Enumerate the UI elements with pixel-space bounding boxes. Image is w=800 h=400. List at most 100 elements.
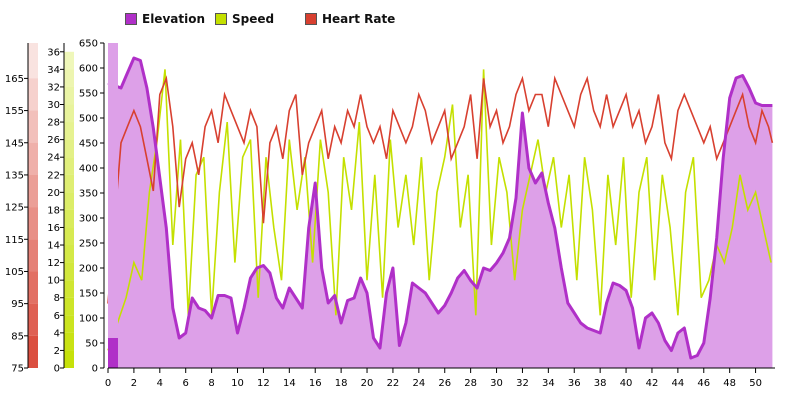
x-tick-label: 24 [412,378,425,389]
heart-rate-tick-label: 165 [5,74,24,85]
legend-item-speed: Speed [215,12,274,26]
speed-tick-label: 6 [54,311,60,322]
elevation-tick-label: 600 [79,64,98,75]
elevation-tick-label: 200 [79,264,98,275]
speed-axis-gradient-band [64,332,74,351]
speed-axis-gradient-band [64,209,74,228]
speed-tick-label: 28 [47,118,60,129]
speed-tick-label: 4 [54,328,60,339]
x-tick-label: 30 [490,378,503,389]
elevation-tick-label: 550 [79,89,98,100]
speed-axis-gradient-band [64,174,74,193]
speed-tick-label: 22 [47,170,60,181]
x-tick-label: 14 [283,378,296,389]
x-tick-label: 40 [620,378,633,389]
speed-tick-label: 34 [47,65,60,76]
speed-tick-label: 2 [54,346,60,357]
elevation-tick-label: 0 [92,364,98,375]
heart-rate-axis-gradient-band [28,142,38,175]
elevation-tick-label: 300 [79,214,98,225]
legend-label: Heart Rate [322,12,396,26]
x-tick-label: 48 [723,378,736,389]
x-tick-label: 2 [131,378,137,389]
x-tick-label: 26 [438,378,451,389]
speed-tick-label: 0 [54,364,60,375]
heart-rate-axis-gradient-band [28,207,38,240]
elevation-tick-label: 150 [79,289,98,300]
elevation-tick-label: 500 [79,114,98,125]
heart-rate-tick-label: 95 [11,299,24,310]
x-tick-label: 36 [568,378,581,389]
speed-axis-gradient-band [64,227,74,246]
speed-axis-gradient-band [64,297,74,316]
heart-rate-axis-gradient-band [28,335,38,368]
heart-rate-tick-label: 135 [5,170,24,181]
speed-axis-gradient-band [64,280,74,298]
x-tick-label: 4 [157,378,163,389]
heart-rate-tick-label: 125 [5,203,24,214]
speed-tick-label: 20 [47,188,60,199]
x-tick-label: 12 [257,378,270,389]
x-tick-label: 16 [309,378,322,389]
heart-rate-axis-gradient-band [28,78,38,111]
legend-swatch [215,13,227,25]
speed-tick-label: 24 [47,153,60,164]
speed-tick-label: 18 [47,205,60,216]
speed-axis-gradient-band [64,69,74,87]
legend-label: Elevation [142,12,206,26]
heart-rate-tick-label: 75 [11,364,24,375]
x-tick-label: 10 [231,378,244,389]
speed-tick-label: 30 [47,100,60,111]
x-tick-label: 32 [516,378,529,389]
x-tick-label: 18 [335,378,348,389]
x-tick-label: 6 [183,378,189,389]
heart-rate-tick-label: 145 [5,138,24,149]
x-tick-label: 50 [749,378,762,389]
speed-axis-gradient-band [64,350,74,368]
heart-rate-axis-gradient-band [28,174,38,208]
speed-tick-label: 10 [47,276,60,287]
x-tick-label: 20 [361,378,374,389]
elevation-tick-label: 100 [79,314,98,325]
x-tick-label: 8 [208,378,214,389]
elevation-axis-strip [108,43,118,368]
x-tick-label: 28 [464,378,477,389]
elevation-tick-label: 250 [79,239,98,250]
legend-swatch [125,13,137,25]
speed-axis-gradient-band [64,262,74,281]
heart-rate-axis-gradient-band [28,239,38,272]
speed-axis-gradient-band [64,245,74,263]
heart-rate-tick-label: 85 [11,331,24,342]
x-tick-label: 44 [671,378,684,389]
speed-tick-label: 14 [47,241,60,252]
x-tick-label: 42 [646,378,659,389]
elevation-tick-label: 650 [79,39,98,50]
legend-swatch [305,13,317,25]
elevation-tick-label: 350 [79,189,98,200]
heart-rate-tick-label: 105 [5,267,24,278]
legend-item-heart-rate: Heart Rate [305,12,395,26]
speed-tick-label: 12 [47,258,60,269]
elevation-tick-label: 50 [85,339,98,350]
speed-axis-gradient-band [64,139,74,158]
elevation-tick-label: 400 [79,164,98,175]
speed-axis-gradient-band [64,122,74,140]
speed-axis-gradient-band [64,192,74,210]
x-tick-label: 38 [594,378,607,389]
elevation-axis-strip-fill [108,338,118,368]
heart-rate-axis-gradient-band [28,110,38,143]
speed-axis-gradient-band [64,51,74,70]
x-tick-label: 0 [105,378,111,389]
heart-rate-axis-gradient-band [28,43,38,79]
speed-tick-label: 8 [54,293,60,304]
speed-line [107,69,772,351]
speed-axis-gradient-band [64,104,74,123]
speed-tick-label: 36 [47,47,60,58]
x-tick-label: 46 [697,378,710,389]
heart-rate-line [107,75,774,304]
heart-rate-tick-label: 155 [5,106,24,117]
speed-axis-gradient-band [64,86,74,105]
speed-tick-label: 16 [47,223,60,234]
